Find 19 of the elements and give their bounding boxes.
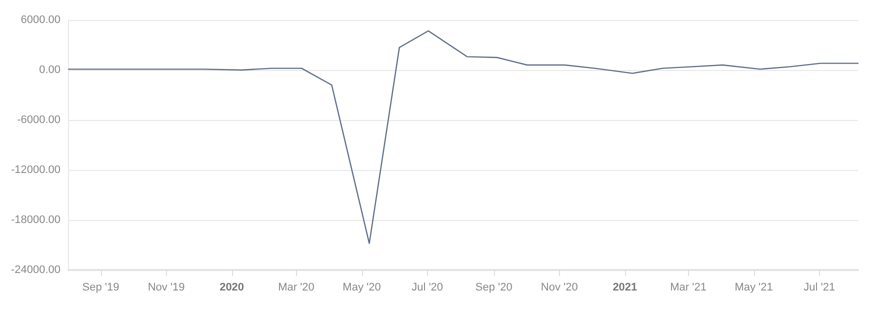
x-tick-label: May '20 (342, 282, 381, 294)
x-tick-label: Sep '19 (82, 282, 120, 294)
y-tick-label: 0.00 (39, 64, 61, 76)
y-tick-label: 6000.00 (20, 14, 61, 26)
x-tick-label: Nov '20 (540, 282, 578, 294)
y-tick-label: -12000.00 (10, 164, 61, 176)
x-tick-label: 2020 (220, 282, 244, 294)
y-tick-label: -24000.00 (10, 264, 61, 276)
x-tick-label: May '21 (734, 282, 773, 294)
x-tick-label: Jul '20 (412, 282, 444, 294)
x-tick-label: 2021 (612, 282, 638, 294)
line-series (68, 30, 859, 244)
y-tick-label: -18000.00 (10, 214, 61, 226)
x-tick-label: Nov '19 (148, 282, 185, 294)
x-tick-label: Sep '20 (475, 282, 512, 294)
x-tick-label: Jul '21 (804, 282, 836, 294)
x-tick-label: Mar '20 (278, 282, 314, 294)
x-tick-label: Mar '21 (670, 282, 706, 294)
y-tick-label: -6000.00 (17, 114, 61, 126)
